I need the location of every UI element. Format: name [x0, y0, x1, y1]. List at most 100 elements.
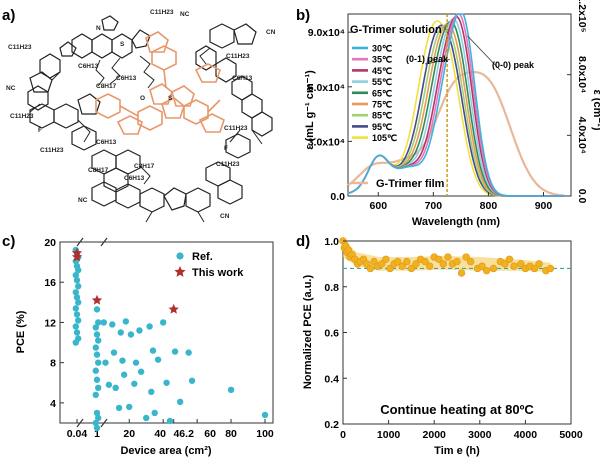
- panel-c-letter: c): [2, 233, 15, 250]
- panel-b-ytick-label: 0.0: [330, 191, 345, 203]
- core-unit: [95, 31, 225, 135]
- panel-b-ylabel-left: ε (mL g⁻¹ cm⁻¹): [304, 70, 316, 150]
- panel-b-legend-label: 55℃: [372, 77, 392, 87]
- panel-d-point: [530, 264, 539, 273]
- panel-d-ylabel: Normalized PCE (a.u.): [302, 275, 314, 390]
- panel-c-ref-point: [93, 306, 101, 313]
- panel-c-break-mark: [76, 237, 84, 247]
- label-f-1: F: [38, 127, 42, 134]
- panel-c-ref-point: [176, 398, 184, 406]
- label-alkyl-7: C11H23: [216, 161, 240, 168]
- label-cn-3: NC: [78, 197, 88, 204]
- panel-c-ref-point: [112, 384, 119, 392]
- panel-c-work-point: [168, 303, 179, 314]
- panel-d-ytick-label: 0.8: [324, 282, 339, 294]
- panel-c-xtick-label: 40: [154, 428, 166, 440]
- panel-c-ytick-label: 16: [44, 277, 56, 289]
- panel-b-ytick-right-label: 0.0: [576, 189, 588, 204]
- panel-b-ytick-right-label: 1.2x10⁵: [576, 0, 588, 33]
- chemical-structure: C11H23 C11H23 C11H23 C11H23 C11H23 C11H2…: [6, 9, 276, 223]
- panel-d-xtick-label: 1000: [377, 429, 401, 441]
- panel-b-ylabel-right: ε (cm⁻¹): [591, 90, 600, 131]
- panel-b-legend-label: 75℃: [372, 100, 392, 110]
- panel-c-ref-point: [75, 317, 82, 324]
- panel-d-point: [398, 262, 406, 270]
- panel-b-ytick-label: 9.0x10⁴: [308, 27, 345, 39]
- panel-d-ytick-label: 0.6: [324, 328, 339, 340]
- panel-c-ref-point: [92, 367, 100, 374]
- panel-c-xtick-label: 1: [94, 428, 100, 440]
- label-cn-5: CN: [220, 213, 230, 220]
- panel-b-film-label: G-Trimer film: [376, 178, 445, 190]
- label-hexyl-5: C6H13: [232, 75, 253, 82]
- panel-b-legend-label: 105℃: [372, 133, 397, 143]
- panel-b-letter: b): [296, 7, 310, 24]
- panel-c-ref-point: [73, 329, 81, 336]
- panel-d-point: [462, 253, 470, 261]
- panel-c-ytick-label: 8: [50, 358, 56, 370]
- panel-b-annotation-01-arrow: [424, 59, 450, 65]
- panel-c-ref-point: [261, 411, 269, 419]
- panel-c-ref-point: [115, 404, 123, 412]
- panel-d-point: [444, 253, 452, 261]
- panel-c-legend-work-label: This work: [192, 267, 244, 279]
- panel-c-ref-point: [171, 348, 179, 355]
- panel-c-ref-point: [73, 311, 81, 318]
- label-s-2: S: [168, 95, 173, 102]
- panel-b-ytick-label: 6.0x10⁴: [308, 82, 345, 94]
- panel-c-ref-point: [95, 384, 102, 392]
- panel-b-chart: 600 700 800 900 0.0 3.0x10⁴ 6.0x10⁴ 9.0x10⁴ 0.0 4…: [304, 0, 600, 228]
- panel-d-point: [378, 260, 386, 268]
- panel-c-work-point: [71, 251, 83, 262]
- panel-d-xtick-label: 5000: [559, 429, 583, 441]
- outer-unit-bottom: [91, 133, 251, 213]
- panel-b-legend-label: 35℃: [372, 55, 392, 65]
- panel-b-annotation-00-arrow: [467, 35, 501, 71]
- panel-b-xtick-label: 700: [425, 200, 443, 212]
- label-alkyl-5: C11H23: [224, 125, 248, 132]
- panel-c-ref-point: [75, 283, 82, 290]
- panel-c-ref-point: [131, 380, 138, 387]
- panel-c-ref-point: [95, 337, 102, 344]
- panel-c-ref-point: [227, 386, 235, 394]
- panel-c-ref-point: [72, 323, 80, 330]
- panel-d-point: [482, 267, 491, 275]
- panel-d-point: [535, 260, 543, 268]
- panel-c-ref-point: [100, 319, 107, 326]
- panel-d-point: [403, 257, 411, 266]
- label-alkyl-4: C11H23: [226, 53, 250, 60]
- panel-c-ref-point: [120, 371, 128, 378]
- panel-b-legend-label: 65℃: [372, 88, 392, 98]
- panel-c-ytick-label: 4: [50, 398, 56, 410]
- panel-c-ref-point: [93, 409, 101, 417]
- panel-c-ref-point: [92, 344, 100, 351]
- panel-c-ref-point: [93, 424, 101, 432]
- panel-d-point: [394, 257, 402, 266]
- panel-c-ref-point: [143, 414, 150, 422]
- panel-c-ref-point: [105, 381, 113, 388]
- panel-c-ref-point: [110, 349, 118, 356]
- panel-c-ref-point: [72, 289, 80, 296]
- panel-c-ref-point: [122, 318, 130, 325]
- panel-c-ytick-label: 20: [44, 237, 56, 249]
- panel-b-annotation-00: (0-0) peak: [492, 60, 535, 70]
- panel-c-ref-point: [148, 388, 155, 396]
- label-octyl-3: C8H17: [88, 167, 109, 174]
- panel-b-legend-title: G-Trimer solution: [350, 24, 442, 36]
- panel-b-legend-label: 30℃: [372, 44, 392, 54]
- panel-c-frame: [59, 241, 274, 424]
- panel-b-xtick-label: 800: [480, 200, 498, 212]
- label-o-1: O: [140, 95, 145, 102]
- panel-d-point: [517, 260, 525, 268]
- panel-d-ticks: 0 1000 2000 3000 4000 5000 0.2 0.4 0.6 0.8 1.0: [324, 236, 582, 441]
- panel-d-point: [501, 260, 509, 268]
- label-octyl-1: C8H17: [96, 83, 117, 90]
- panel-c-ref-point: [132, 359, 140, 366]
- label-cn-1: NC: [6, 85, 16, 92]
- panel-d-point: [478, 262, 486, 270]
- panel-c-ref-point: [72, 305, 80, 312]
- panel-c-ref-point: [92, 419, 100, 427]
- panel-b-series: [347, 13, 565, 197]
- panel-d-ytick-label: 1.0: [324, 236, 339, 248]
- panel-c-ref-point: [93, 376, 101, 383]
